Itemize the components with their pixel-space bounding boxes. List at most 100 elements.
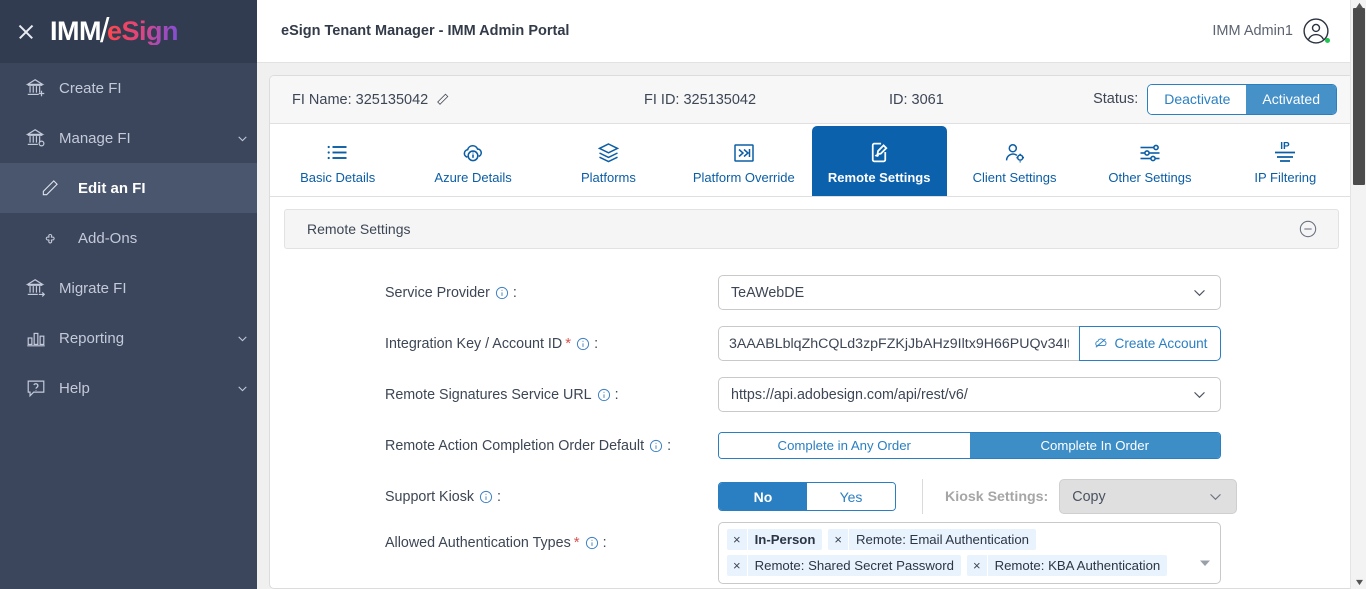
section-header: Remote Settings <box>284 209 1339 249</box>
info-icon[interactable] <box>585 536 599 550</box>
x-icon[interactable]: × <box>733 558 741 573</box>
service-provider-select[interactable]: TeAWebDE <box>718 275 1221 310</box>
auth-tag-label: In-Person <box>746 529 823 550</box>
tab-basic-details[interactable]: Basic Details <box>270 126 405 196</box>
list-icon <box>324 137 351 165</box>
topbar: eSign Tenant Manager - IMM Admin Portal … <box>257 0 1366 63</box>
kiosk-settings-select: Copy <box>1059 479 1238 514</box>
sidebar-item-add-ons[interactable]: Add-Ons <box>0 213 257 263</box>
label-colon: : <box>594 335 599 352</box>
auth-tag-label: Remote: KBA Authentication <box>986 555 1168 576</box>
fi-name-label: FI Name: 325135042 <box>292 91 429 108</box>
tab-label: Platforms <box>580 170 636 185</box>
completion-order-toggle[interactable]: Complete in Any Order Complete In Order <box>718 432 1221 459</box>
auth-types-multiselect[interactable]: × In-Person × Remote: Email Authenticati… <box>718 522 1221 584</box>
status-toggle[interactable]: Deactivate Activated <box>1147 83 1337 116</box>
x-icon[interactable]: × <box>733 532 741 547</box>
sidebar-item-help[interactable]: Help <box>0 363 257 413</box>
create-account-button[interactable]: Create Account <box>1079 326 1221 361</box>
tab-bar: Basic Details Azure Details <box>270 124 1353 197</box>
info-icon[interactable] <box>576 337 590 351</box>
tab-remote-settings[interactable]: Remote Settings <box>811 126 947 196</box>
user-circle-icon[interactable] <box>1302 17 1330 45</box>
info-icon[interactable] <box>649 439 663 453</box>
id-label: ID: 3061 <box>889 91 944 108</box>
field-integration-key: Integration Key / Account ID * : <box>284 318 1339 369</box>
bank-gear-icon <box>25 127 59 149</box>
chevron-down-icon <box>1191 386 1208 403</box>
sidebar-item-create-fi[interactable]: Create FI <box>0 63 257 113</box>
chevron-down-icon <box>1191 284 1208 301</box>
pencil-icon <box>40 178 78 198</box>
tab-other-settings[interactable]: Other Settings <box>1082 126 1217 196</box>
auth-tag-label: Remote: Email Authentication <box>848 529 1036 550</box>
field-control: https://api.adobesign.com/api/rest/v6/ <box>718 377 1339 412</box>
field-control: Complete in Any Order Complete In Order <box>718 432 1339 459</box>
selected-value: Copy <box>1072 488 1106 505</box>
field-label: Remote Action Completion Order Default : <box>284 438 718 454</box>
kiosk-settings-label: Kiosk Settings: <box>945 488 1049 505</box>
vertical-scrollbar[interactable] <box>1350 0 1366 589</box>
field-control: No Yes Kiosk Settings: Copy <box>718 479 1339 514</box>
tab-azure-details[interactable]: Azure Details <box>405 126 540 196</box>
fi-name: FI Name: 325135042 <box>292 92 644 108</box>
info-icon[interactable] <box>495 286 509 300</box>
close-icon[interactable] <box>16 22 36 42</box>
deactivate-button[interactable]: Deactivate <box>1148 84 1247 115</box>
scroll-up-arrow[interactable] <box>1351 0 1366 10</box>
chevron-down-icon[interactable] <box>227 132 257 145</box>
service-url-select[interactable]: https://api.adobesign.com/api/rest/v6/ <box>718 377 1221 412</box>
tab-ip-filtering[interactable]: IP IP Filtering <box>1218 126 1353 196</box>
sidebar-item-migrate-fi[interactable]: Migrate FI <box>0 263 257 313</box>
chevron-down-icon[interactable] <box>227 332 257 345</box>
tab-client-settings[interactable]: Client Settings <box>947 126 1082 196</box>
kiosk-yes-option[interactable]: Yes <box>807 483 895 510</box>
tab-platform-override[interactable]: Platform Override <box>676 126 811 196</box>
scroll-down-arrow[interactable] <box>1351 577 1366 587</box>
complete-in-order-option[interactable]: Complete In Order <box>969 433 1220 458</box>
selected-value: https://api.adobesign.com/api/rest/v6/ <box>731 386 968 403</box>
sidebar-item-label: Create FI <box>59 79 122 97</box>
sidebar-item-manage-fi[interactable]: Manage FI <box>0 113 257 163</box>
tab-platforms[interactable]: Platforms <box>541 126 676 196</box>
field-label: Integration Key / Account ID * : <box>284 335 718 352</box>
info-icon[interactable] <box>597 388 611 402</box>
sidebar-logo-bar: IMM / eSign <box>0 0 257 63</box>
field-support-kiosk: Support Kiosk : No Yes <box>284 471 1339 522</box>
sidebar-item-edit-an-fi[interactable]: Edit an FI <box>0 163 257 213</box>
puzzle-icon <box>40 228 78 248</box>
label-text: Service Provider <box>385 284 490 301</box>
label-text: Allowed Authentication Types <box>385 534 571 551</box>
field-label: Service Provider : <box>284 285 718 301</box>
cloud-slash-icon <box>1093 335 1109 353</box>
support-kiosk-toggle[interactable]: No Yes <box>718 482 896 511</box>
complete-any-order-option[interactable]: Complete in Any Order <box>719 433 970 458</box>
sidebar-item-reporting[interactable]: Reporting <box>0 313 257 363</box>
tab-label: Client Settings <box>972 170 1057 185</box>
tab-label: Azure Details <box>434 170 512 185</box>
chevron-down-icon[interactable] <box>227 382 257 395</box>
x-icon[interactable]: × <box>834 532 843 547</box>
required-marker: * <box>565 335 572 352</box>
field-control: Create Account <box>718 326 1339 361</box>
label-colon: : <box>602 534 607 551</box>
sidebar-item-label: Help <box>59 379 90 397</box>
kiosk-no-option[interactable]: No <box>719 483 807 510</box>
create-account-label: Create Account <box>1114 336 1208 351</box>
activated-button[interactable]: Activated <box>1246 84 1336 115</box>
x-icon[interactable]: × <box>972 558 981 573</box>
topbar-user[interactable]: IMM Admin1 <box>1212 17 1330 45</box>
caret-down-icon[interactable] <box>1199 556 1211 574</box>
sidebar: IMM / eSign Create FI <box>0 0 257 589</box>
pencil-icon[interactable] <box>435 92 450 107</box>
scrollbar-thumb[interactable] <box>1353 8 1365 185</box>
auth-tag: × In-Person <box>727 529 823 550</box>
bank-arrow-icon <box>25 277 59 299</box>
minus-circle-icon[interactable] <box>1298 219 1318 239</box>
integration-key-input[interactable] <box>718 326 1079 361</box>
section-title: Remote Settings <box>307 221 411 237</box>
sidebar-item-label: Add-Ons <box>78 229 138 247</box>
svg-text:IP: IP <box>1281 141 1291 152</box>
info-icon[interactable] <box>479 490 493 504</box>
fi-id-label: FI ID: 325135042 <box>644 91 757 108</box>
